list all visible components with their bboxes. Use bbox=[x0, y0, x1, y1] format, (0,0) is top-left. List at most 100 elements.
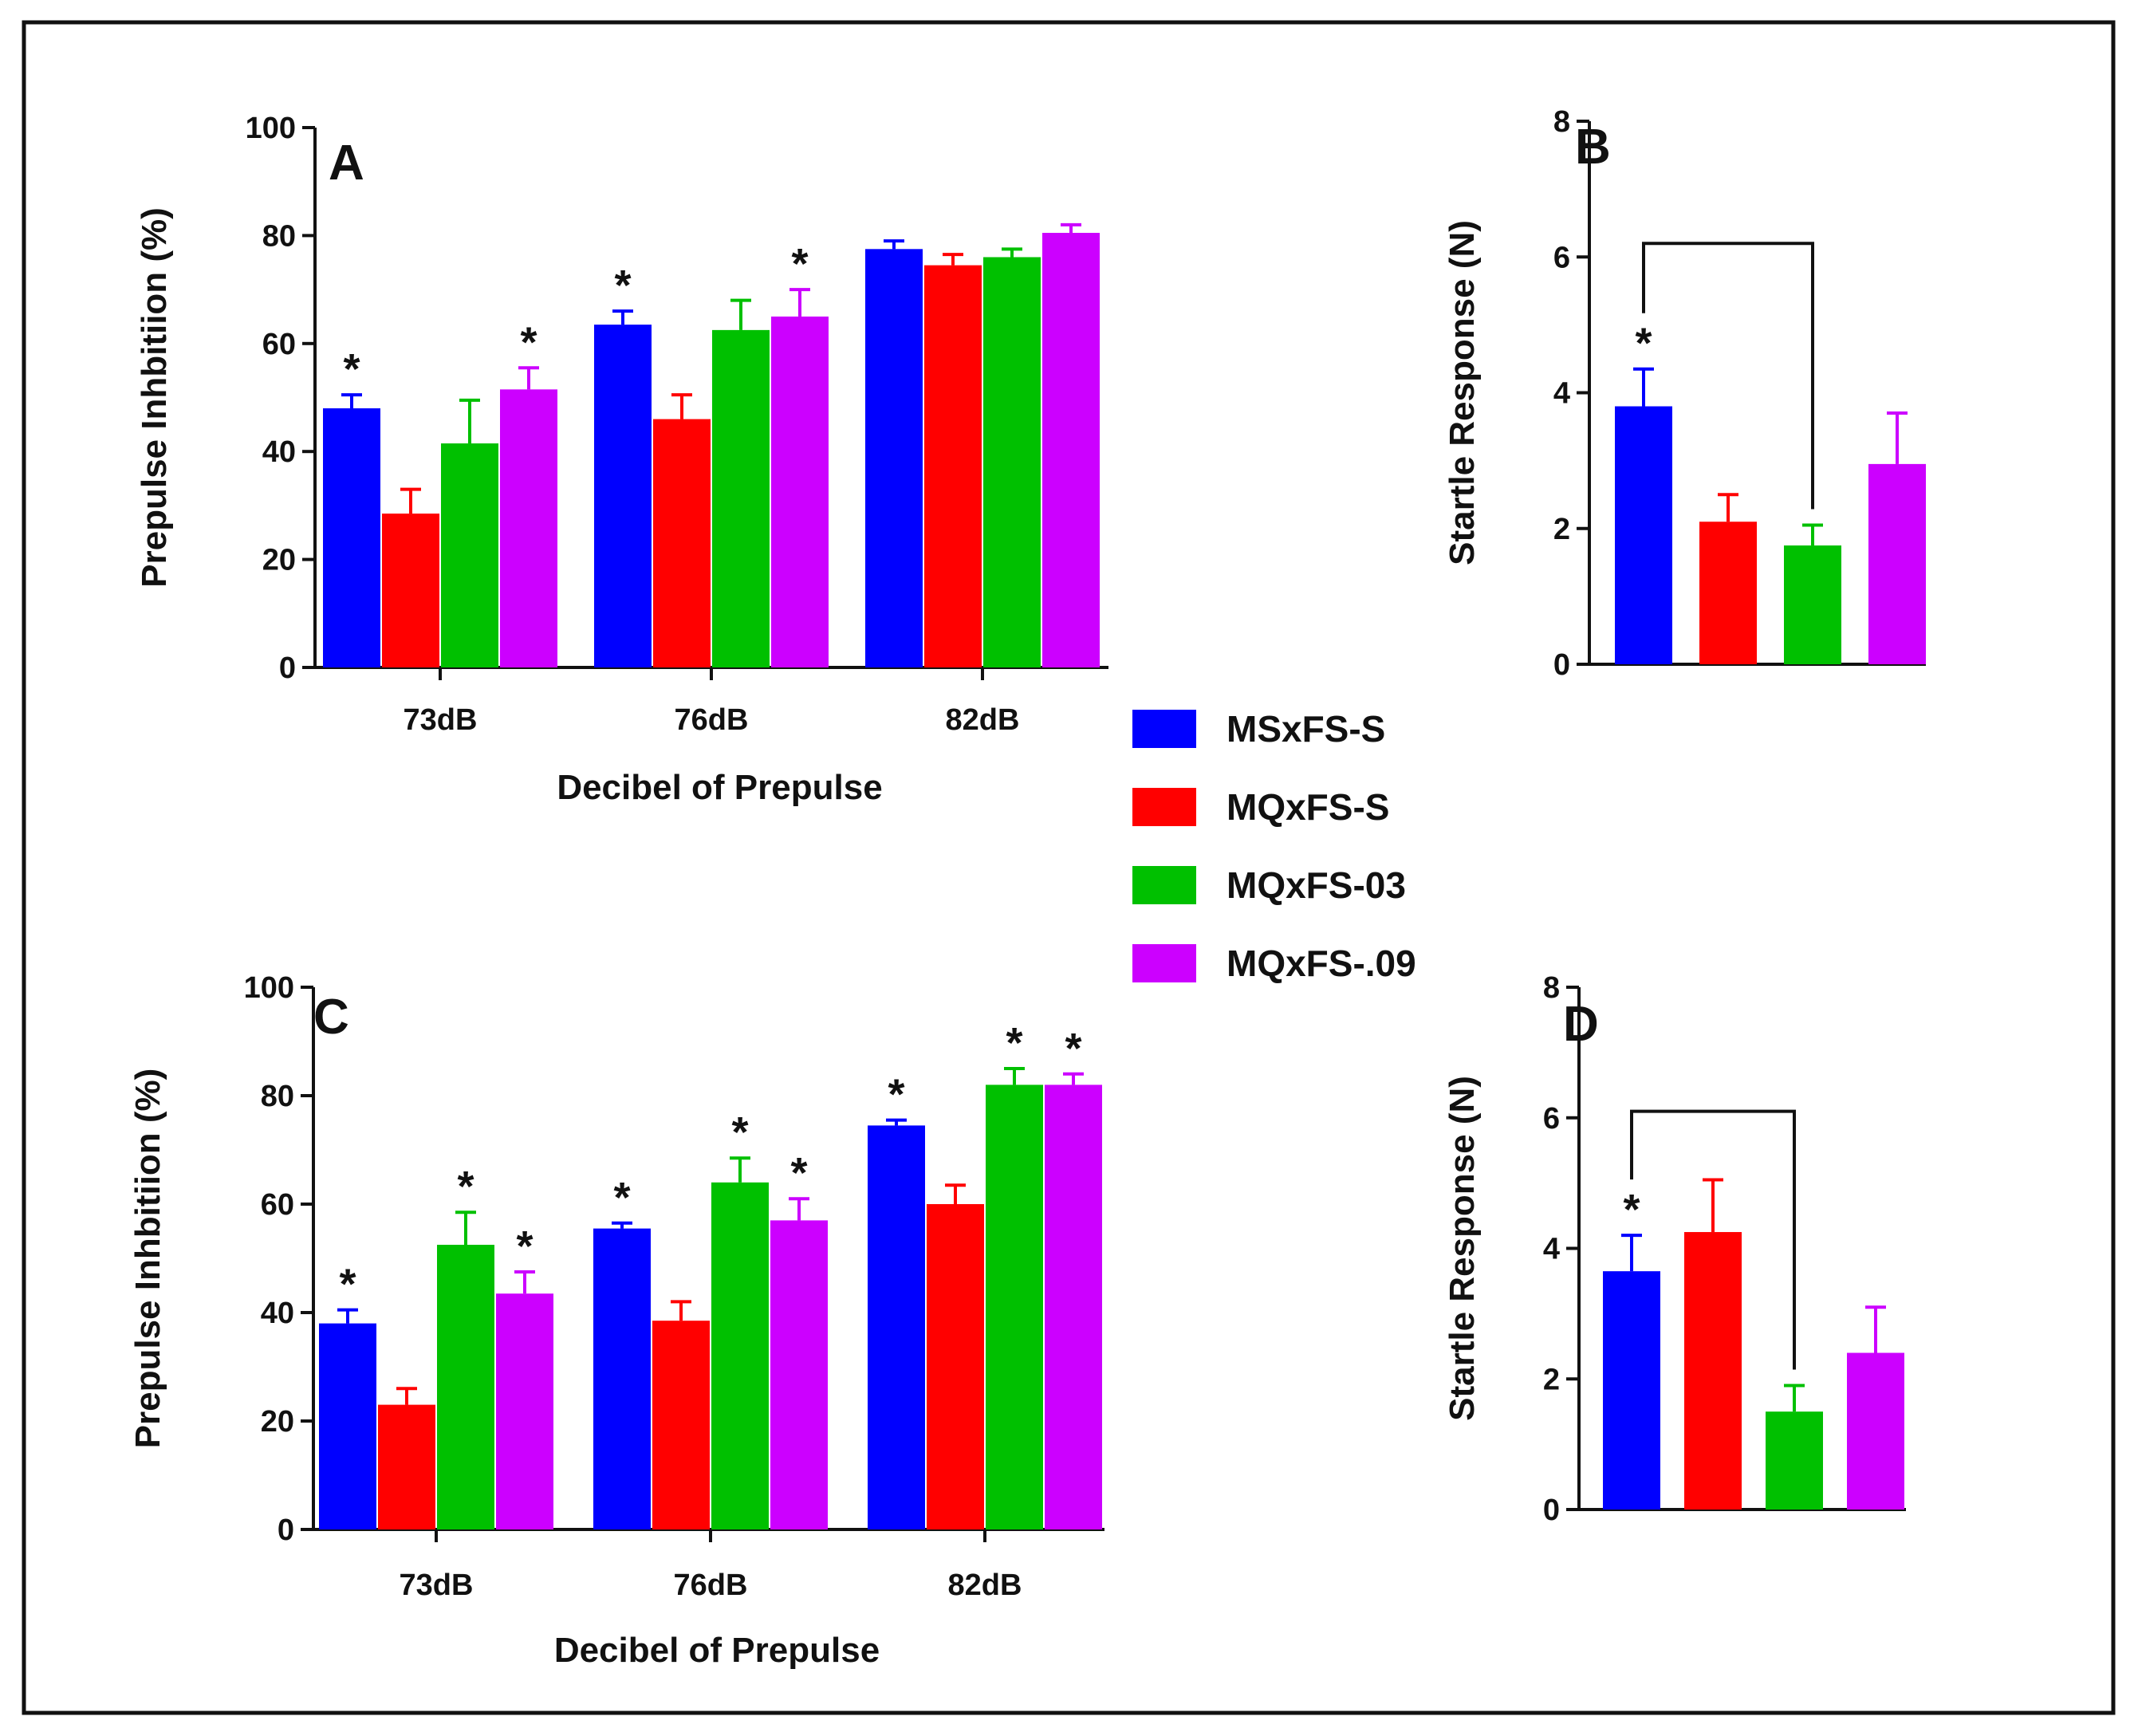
bar bbox=[1784, 545, 1841, 664]
bar bbox=[378, 1404, 435, 1529]
bar bbox=[437, 1245, 494, 1529]
y-tick-label: 20 bbox=[261, 1405, 294, 1439]
panel-d: 0 2 4 6 8 Startle Response (N) D * bbox=[1443, 971, 1906, 1527]
y-tick-label: 4 bbox=[1553, 377, 1570, 411]
y-axis-title: Startle Response (N) bbox=[1443, 220, 1482, 565]
significance-star: * bbox=[888, 1071, 904, 1119]
significance-star: * bbox=[520, 318, 537, 366]
bar bbox=[924, 265, 982, 667]
legend-label: MSxFS-S bbox=[1226, 708, 1385, 750]
significance-star: * bbox=[457, 1163, 474, 1210]
significance-star: * bbox=[1065, 1025, 1081, 1073]
comparison-bracket bbox=[1642, 242, 1814, 510]
bar bbox=[983, 257, 1041, 668]
x-axis-title: Decibel of Prepulse bbox=[554, 1631, 880, 1670]
legend: MSxFS-S MQxFS-S MQxFS-03 MQxFS-.09 bbox=[1132, 708, 1416, 984]
panel-letter: A bbox=[329, 136, 364, 191]
significance-star: * bbox=[1635, 320, 1652, 368]
legend-label: MQxFS-S bbox=[1226, 786, 1389, 828]
x-tick-label: 82dB bbox=[946, 703, 1020, 737]
bar bbox=[500, 389, 557, 667]
y-tick-label: 20 bbox=[262, 544, 296, 577]
bar bbox=[865, 249, 923, 667]
y-tick-label: 100 bbox=[246, 112, 296, 145]
x-tick-label: 82dB bbox=[948, 1569, 1022, 1602]
significance-star: * bbox=[613, 1174, 630, 1222]
x-tick-label: 76dB bbox=[675, 703, 749, 737]
y-tick-label: 8 bbox=[1553, 105, 1570, 139]
bar bbox=[771, 316, 829, 667]
bar bbox=[711, 1182, 769, 1529]
y-tick-label: 6 bbox=[1543, 1102, 1560, 1136]
panel-a: 0 20 40 60 80 100 Prepulse Inhbitiion (%) A * * 73… bbox=[135, 112, 1108, 807]
legend-swatch bbox=[1132, 866, 1196, 904]
y-tick-label: 0 bbox=[1553, 648, 1570, 682]
y-tick-label: 80 bbox=[262, 219, 296, 253]
significance-star: * bbox=[1623, 1186, 1640, 1234]
panel-b: 0 2 4 6 8 Startle Response (N) B * bbox=[1443, 105, 1926, 682]
bar bbox=[986, 1085, 1043, 1529]
y-tick-label: 100 bbox=[244, 971, 294, 1005]
y-axis-title: Startle Response (N) bbox=[1443, 1076, 1482, 1421]
bar bbox=[441, 443, 498, 667]
bar bbox=[653, 419, 711, 667]
y-axis-title: Prepulse Inhbitiion (%) bbox=[135, 207, 174, 588]
x-tick-label: 73dB bbox=[400, 1569, 474, 1602]
significance-star: * bbox=[614, 262, 631, 309]
legend-swatch bbox=[1132, 944, 1196, 982]
bar bbox=[712, 329, 770, 667]
panel-c: 0 20 40 60 80 100 Prepulse Inhbitiion (%) C * * * 7… bbox=[128, 971, 1104, 1670]
bar bbox=[594, 325, 652, 667]
y-tick-label: 60 bbox=[261, 1188, 294, 1222]
legend-label: MQxFS-03 bbox=[1226, 864, 1406, 906]
panel-letter: D bbox=[1563, 997, 1599, 1052]
x-tick-label: 73dB bbox=[404, 703, 478, 737]
y-tick-label: 60 bbox=[262, 328, 296, 361]
x-axis-title: Decibel of Prepulse bbox=[557, 768, 882, 807]
y-axis-title: Prepulse Inhbitiion (%) bbox=[128, 1069, 167, 1449]
bar bbox=[593, 1228, 651, 1529]
legend-swatch bbox=[1132, 710, 1196, 748]
bar bbox=[382, 514, 439, 667]
bar bbox=[868, 1125, 925, 1529]
significance-star: * bbox=[339, 1261, 356, 1309]
panel-letter: B bbox=[1575, 120, 1611, 175]
x-tick-label: 76dB bbox=[674, 1569, 748, 1602]
bar bbox=[319, 1323, 376, 1529]
y-tick-label: 2 bbox=[1553, 513, 1570, 546]
y-tick-label: 4 bbox=[1543, 1233, 1560, 1266]
y-tick-label: 2 bbox=[1543, 1363, 1560, 1396]
bar bbox=[1603, 1271, 1660, 1510]
bar bbox=[652, 1321, 710, 1529]
y-tick-label: 0 bbox=[279, 651, 296, 685]
legend-swatch bbox=[1132, 788, 1196, 826]
bar bbox=[1847, 1352, 1904, 1510]
bar bbox=[323, 408, 380, 667]
legend-label: MQxFS-.09 bbox=[1226, 943, 1416, 984]
significance-star: * bbox=[790, 1149, 807, 1197]
bar bbox=[927, 1204, 984, 1529]
significance-star: * bbox=[343, 345, 360, 393]
significance-star: * bbox=[731, 1108, 748, 1156]
significance-star: * bbox=[516, 1222, 533, 1270]
bar bbox=[1045, 1085, 1102, 1529]
comparison-bracket bbox=[1630, 1109, 1796, 1370]
bar bbox=[1684, 1232, 1742, 1510]
bar bbox=[1615, 406, 1672, 664]
y-tick-label: 80 bbox=[261, 1080, 294, 1113]
y-tick-label: 40 bbox=[261, 1297, 294, 1330]
y-tick-label: 40 bbox=[262, 435, 296, 469]
bar bbox=[1699, 522, 1757, 664]
y-tick-label: 6 bbox=[1553, 241, 1570, 274]
bar bbox=[1868, 463, 1926, 664]
panel-letter: C bbox=[313, 990, 349, 1045]
bar bbox=[770, 1220, 828, 1529]
significance-star: * bbox=[1006, 1019, 1022, 1067]
bar bbox=[1042, 233, 1100, 667]
y-tick-label: 8 bbox=[1543, 971, 1560, 1005]
y-tick-label: 0 bbox=[278, 1514, 294, 1547]
significance-star: * bbox=[791, 240, 808, 288]
y-tick-label: 0 bbox=[1543, 1494, 1560, 1527]
bar bbox=[496, 1293, 553, 1529]
